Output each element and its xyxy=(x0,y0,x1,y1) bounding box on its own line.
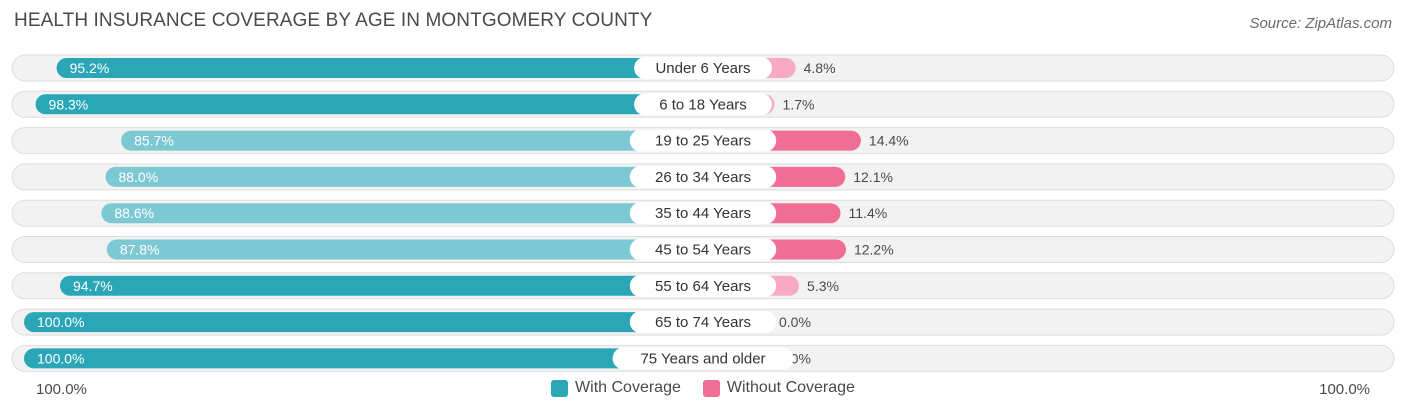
category-label-background xyxy=(629,274,777,297)
without-coverage-swatch xyxy=(702,379,720,397)
bar-with-coverage xyxy=(24,312,703,333)
data-label-without: 12.1% xyxy=(853,169,893,185)
bar-with-coverage xyxy=(105,166,704,187)
bar-with-coverage xyxy=(35,94,704,115)
data-label-without: 14.4% xyxy=(869,133,909,149)
data-label-with: 100.0% xyxy=(37,350,84,366)
bar-with-coverage xyxy=(24,348,703,369)
category-label: 6 to 18 Years xyxy=(659,96,747,113)
legend-item-without-coverage[interactable]: Without Coverage xyxy=(702,379,855,397)
data-label-with: 98.3% xyxy=(49,96,89,112)
data-label-with: 94.7% xyxy=(73,278,113,294)
bar-with-coverage xyxy=(56,58,704,78)
legend-item-with-coverage[interactable]: With Coverage xyxy=(551,379,681,397)
coverage-chart: 95.2% 4.8% Under 6 Years 98.3% 1.7% 6 to 18 Y… xyxy=(11,54,1395,372)
category-label-background xyxy=(634,93,772,116)
category-label: Under 6 Years xyxy=(655,60,750,77)
category-label: 26 to 34 Years xyxy=(655,169,751,186)
legend: With Coverage Without Coverage xyxy=(0,379,1406,397)
source-label: Source: ZipAtlas.com xyxy=(1249,15,1392,32)
data-label-with: 88.6% xyxy=(114,205,154,221)
bar-with-coverage xyxy=(106,239,703,260)
bar-with-coverage xyxy=(101,203,703,224)
category-label-background xyxy=(629,165,777,188)
legend-label-without: Without Coverage xyxy=(726,379,855,396)
category-label: 45 to 54 Years xyxy=(655,242,751,259)
bar-with-coverage xyxy=(121,130,704,151)
data-label-with: 87.8% xyxy=(120,242,160,258)
data-label-with: 88.0% xyxy=(118,169,158,185)
data-label-without: 12.2% xyxy=(854,242,894,258)
chart-title: HEALTH INSURANCE COVERAGE BY AGE IN MONT… xyxy=(14,10,653,31)
data-label-without: 0.0% xyxy=(779,314,811,330)
category-label-background xyxy=(629,202,777,225)
data-label-without: 11.4% xyxy=(849,205,888,221)
data-label-with: 100.0% xyxy=(37,314,84,330)
axis-label-left: 100.0% xyxy=(36,381,87,398)
data-label-without: 1.7% xyxy=(783,96,815,112)
data-label-without: 4.8% xyxy=(804,60,836,76)
category-label-background xyxy=(629,238,777,261)
data-label-with: 85.7% xyxy=(134,133,174,149)
data-label-with: 95.2% xyxy=(70,60,110,76)
category-label-background xyxy=(629,311,777,334)
data-label-without: 5.3% xyxy=(807,278,839,294)
category-label-background xyxy=(612,347,794,370)
category-label-background xyxy=(634,57,772,79)
axis-label-right: 100.0% xyxy=(1319,381,1370,398)
category-label-background xyxy=(629,129,777,152)
category-label: 55 to 64 Years xyxy=(655,278,751,295)
category-label: 65 to 74 Years xyxy=(655,314,751,331)
with-coverage-swatch xyxy=(551,379,569,397)
category-label: 75 Years and older xyxy=(640,350,765,367)
category-label: 35 to 44 Years xyxy=(655,205,751,222)
category-label: 19 to 25 Years xyxy=(655,133,751,150)
legend-label-with: With Coverage xyxy=(575,379,681,396)
bar-with-coverage xyxy=(59,275,703,296)
